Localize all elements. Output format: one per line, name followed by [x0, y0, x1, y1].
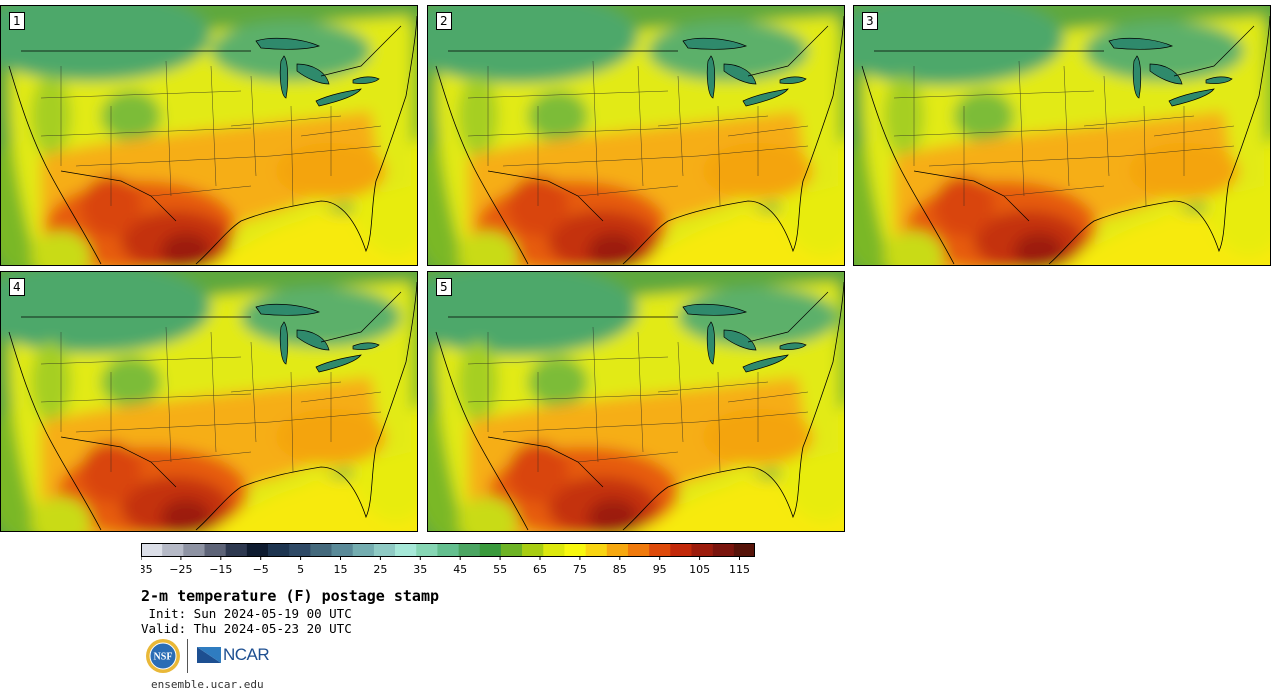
colorbar-bin — [479, 543, 502, 557]
colorbar-bin — [310, 543, 332, 557]
stamp-panel-2: 2 — [427, 5, 845, 266]
colorbar-bin — [268, 543, 290, 557]
colorbar-bin — [564, 543, 586, 557]
stamp-panel-3: 3 — [853, 5, 1271, 266]
colorbar-bin — [712, 543, 735, 557]
colorbar-tick-label: −25 — [169, 563, 192, 576]
valid-time: Valid: Thu 2024-05-23 20 UTC — [141, 621, 352, 636]
temperature-map — [1, 272, 417, 531]
colorbar-tick-label: 75 — [573, 563, 587, 576]
colorbar-bin — [331, 543, 354, 557]
colorbar-bin — [733, 543, 755, 557]
ncar-logo-text: NCAR — [223, 645, 270, 664]
colorbar-tick-label: 35 — [413, 563, 427, 576]
ncar-mark-icon — [197, 647, 221, 663]
colorbar-bin — [458, 543, 481, 557]
colorbar-tick-labels: −35 −25 −15 −5 5 15 25 35 45 55 65 75 85 95 105 115 — [141, 557, 750, 576]
colorbar-bin — [670, 543, 692, 557]
panel-number: 1 — [9, 12, 25, 30]
colorbar-bin — [437, 543, 459, 557]
colorbar-bin — [225, 543, 248, 557]
temperature-map — [854, 6, 1270, 265]
stamp-panel-5: 5 — [427, 271, 845, 532]
colorbar-bin — [522, 543, 544, 557]
colorbar-bin — [416, 543, 438, 557]
colorbar-bin — [289, 543, 311, 557]
temperature-map — [428, 6, 844, 265]
website-url[interactable]: ensemble.ucar.edu — [151, 678, 264, 691]
temperature-map — [428, 272, 844, 531]
colorbar-bin — [585, 543, 608, 557]
colorbar-tick-label: −35 — [141, 563, 153, 576]
stamp-panel-4: 4 — [0, 271, 418, 532]
colorbar-bin — [606, 543, 629, 557]
colorbar-tick-label: 105 — [689, 563, 710, 576]
nsf-logo: NSF — [146, 639, 180, 673]
colorbar-tick-label: 95 — [653, 563, 667, 576]
colorbar-bin — [543, 543, 565, 557]
colorbar-bin — [246, 543, 269, 557]
colorbar-bin — [500, 543, 523, 557]
nsf-logo-text: NSF — [154, 652, 173, 663]
colorbar-bin — [373, 543, 396, 557]
init-time: Init: Sun 2024-05-19 00 UTC — [141, 606, 352, 621]
colorbar-tick-label: −15 — [209, 563, 232, 576]
panel-number: 2 — [436, 12, 452, 30]
colorbar-tick-label: 5 — [297, 563, 304, 576]
colorbar-tick-label: 65 — [533, 563, 547, 576]
colorbar-bin — [352, 543, 375, 557]
colorbar-tick-label: 55 — [493, 563, 507, 576]
colorbar-bin — [183, 543, 205, 557]
logo-divider — [187, 639, 188, 673]
ncar-logo: NCAR — [197, 643, 270, 667]
colorbar-tick-label: 45 — [453, 563, 467, 576]
colorbar-bin — [627, 543, 650, 557]
colorbar-tick-label: 15 — [334, 563, 348, 576]
colorbar-tick-label: 85 — [613, 563, 627, 576]
colorbar — [141, 543, 755, 557]
colorbar-bin — [649, 543, 671, 557]
colorbar-tick-label: −5 — [253, 563, 269, 576]
temperature-map — [1, 6, 417, 265]
colorbar-bin — [162, 543, 184, 557]
figure-title: 2-m temperature (F) postage stamp — [141, 587, 440, 605]
colorbar-tick-label: 115 — [729, 563, 750, 576]
colorbar-bin — [395, 543, 417, 557]
panel-number: 4 — [9, 278, 25, 296]
panel-number: 5 — [436, 278, 452, 296]
colorbar-bin — [141, 543, 163, 557]
stamp-panel-1: 1 — [0, 5, 418, 266]
panel-number: 3 — [862, 12, 878, 30]
colorbar-bin — [691, 543, 713, 557]
colorbar-bin — [204, 543, 226, 557]
colorbar-tick-label: 25 — [373, 563, 387, 576]
